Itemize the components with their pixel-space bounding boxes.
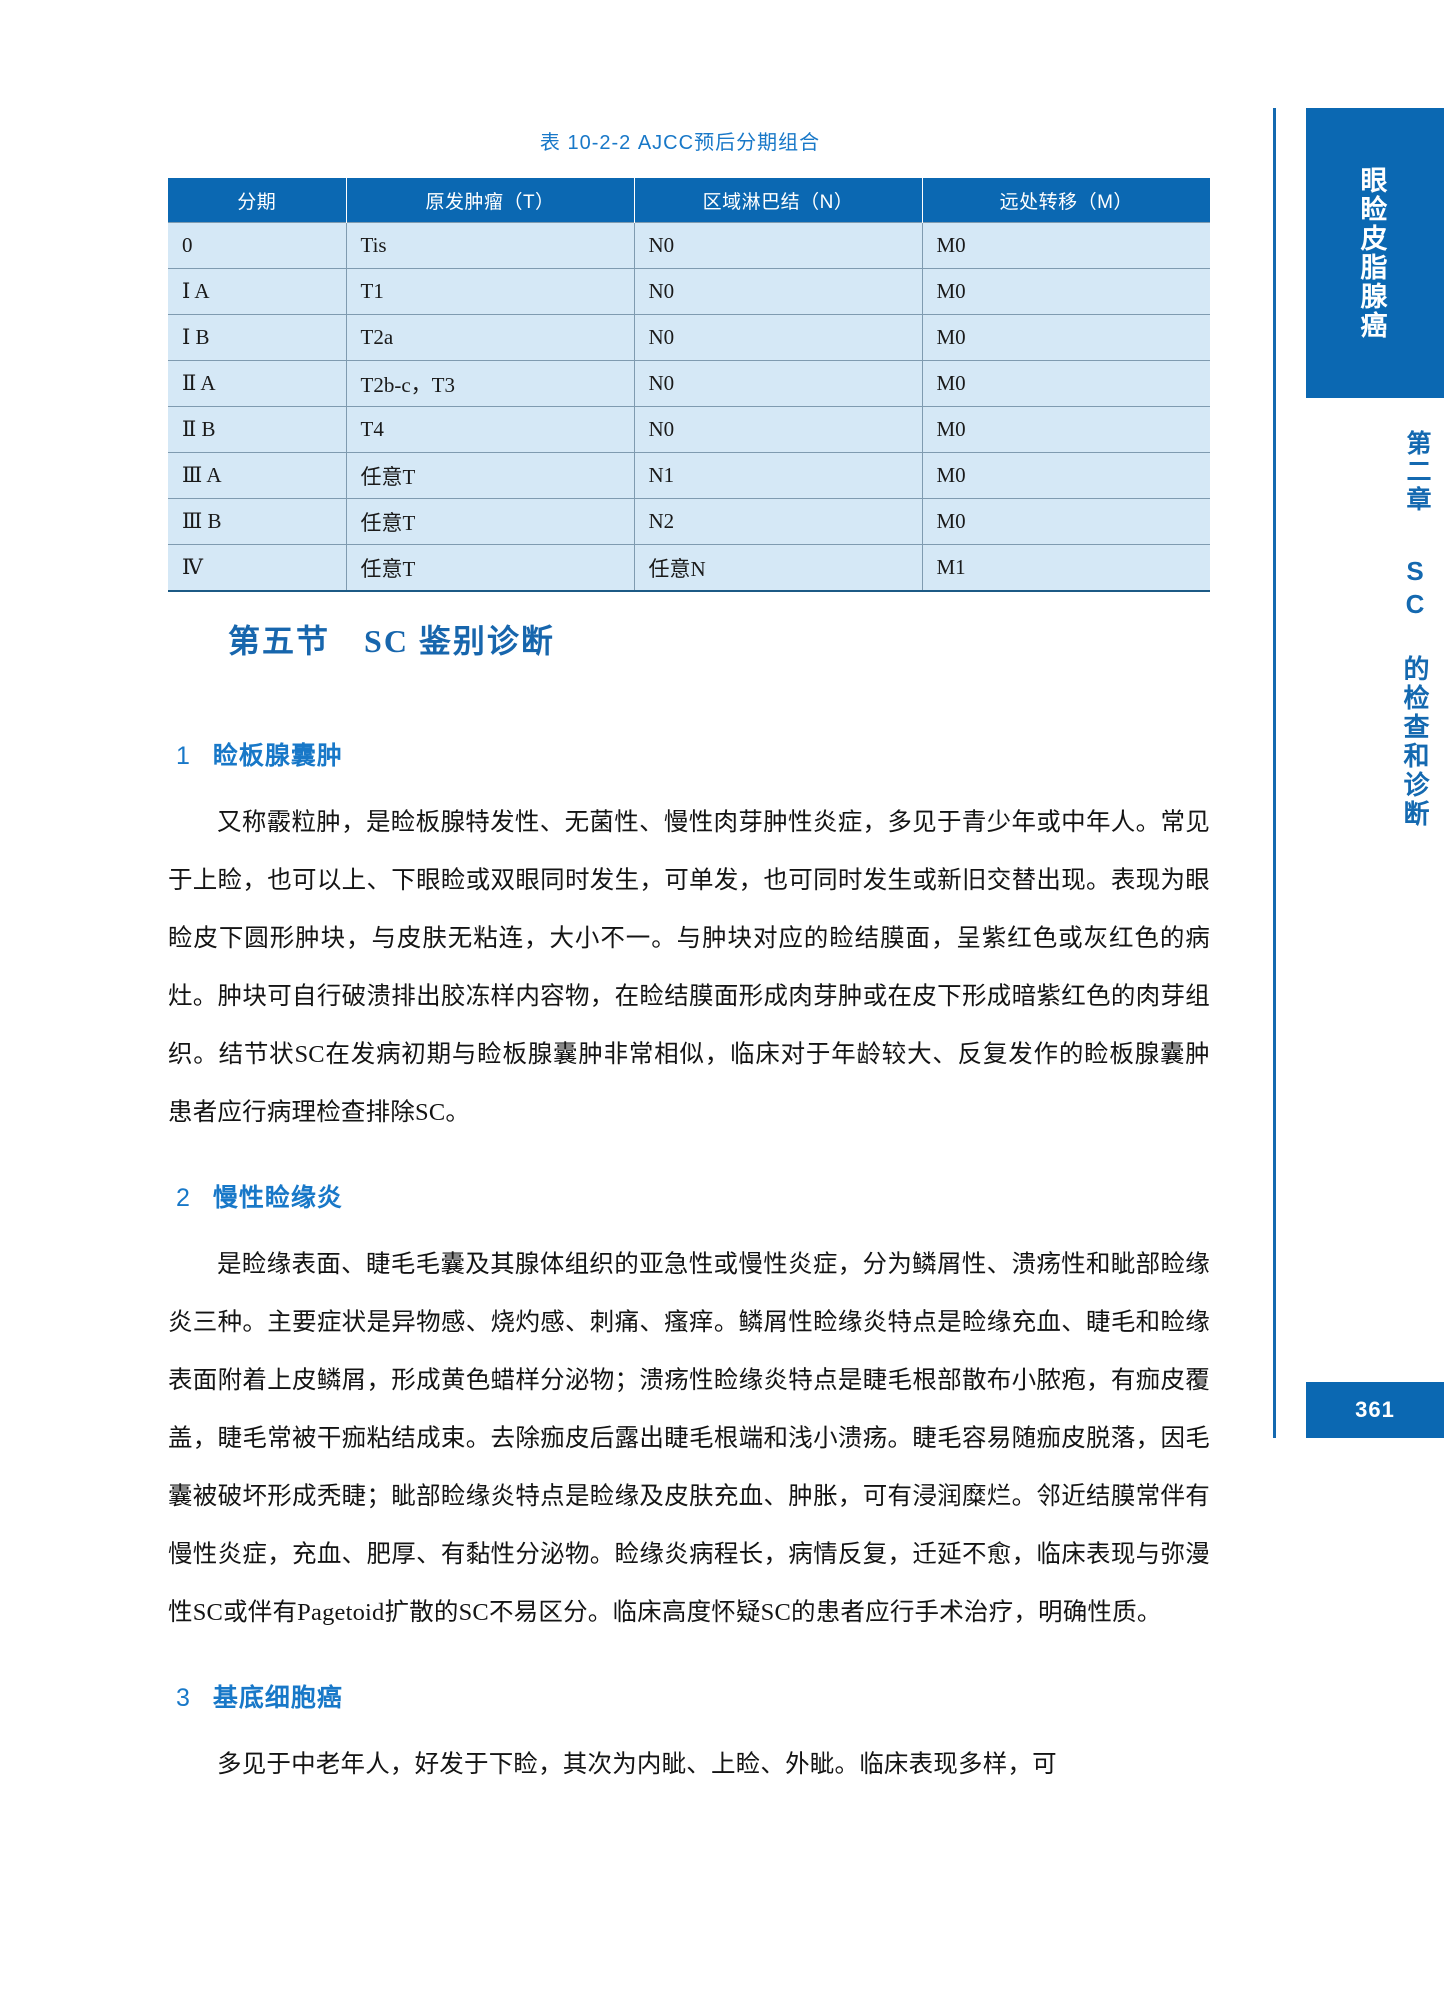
section-title: SC 鉴别诊断 — [364, 623, 555, 659]
subsection-number: 2 — [176, 1184, 191, 1212]
sidebar-chapter-number: 第二章 — [1403, 430, 1430, 514]
page-number: 361 — [1306, 1382, 1444, 1438]
subsection-paragraph-2: 是睑缘表面、睫毛毛囊及其腺体组织的亚急性或慢性炎症，分为鳞屑性、溃疡性和眦部睑缘… — [168, 1251, 1210, 1626]
cell-stage: 0 — [168, 222, 347, 269]
subsection-heading-2: 2 慢性睑缘炎 — [176, 1178, 1210, 1214]
cell-m: M0 — [921, 498, 1210, 545]
table-row: 0 Tis N0 M0 — [168, 222, 1210, 269]
cell-n: 任意N — [633, 544, 923, 592]
cell-stage: Ⅲ A — [168, 452, 347, 499]
cell-m: M0 — [921, 314, 1210, 361]
sidebar-vertical-rule — [1273, 108, 1276, 1438]
cell-t: T2a — [345, 314, 635, 361]
table-row: Ⅲ A 任意T N1 M0 — [168, 452, 1210, 499]
sidebar-tab-label: 眼睑皮脂腺癌 — [1356, 166, 1387, 340]
table-row: Ⅲ B 任意T N2 M0 — [168, 498, 1210, 545]
subsection-title: 慢性睑缘炎 — [212, 1184, 343, 1212]
sidebar-chapter-tab: 眼睑皮脂腺癌 — [1306, 108, 1444, 398]
cell-stage: Ⅳ — [168, 544, 347, 592]
subsection-number: 1 — [176, 742, 191, 770]
cell-stage: Ⅰ A — [168, 268, 347, 315]
cell-n: N0 — [633, 406, 923, 453]
subsection-number: 3 — [176, 1684, 191, 1712]
subsection-title: 睑板腺囊肿 — [212, 742, 343, 770]
cell-n: N0 — [633, 268, 923, 315]
cell-stage: Ⅱ B — [168, 406, 347, 453]
subsection-heading-1: 1 睑板腺囊肿 — [176, 736, 1210, 772]
sidebar-chapter-title: SC 的检查和诊断 — [1400, 556, 1430, 829]
section-body: 1 睑板腺囊肿 又称霰粒肿，是睑板腺特发性、无菌性、慢性肉芽肿性炎症，多见于青少年… — [168, 700, 1210, 1820]
ajcc-prognostic-stage-table: 分期 原发肿瘤（T） 区域淋巴结（N） 远处转移（M） 0 Tis N0 M0 … — [168, 178, 1210, 592]
table-row: Ⅰ B T2a N0 M0 — [168, 314, 1210, 361]
cell-stage: Ⅲ B — [168, 498, 347, 545]
cell-m: M0 — [921, 268, 1210, 315]
cell-n: N0 — [633, 360, 923, 407]
cell-stage: Ⅰ B — [168, 314, 347, 361]
column-header-primary-tumor: 原发肿瘤（T） — [345, 178, 635, 223]
cell-t: T2b-c，T3 — [345, 360, 635, 407]
section-heading: 第五节 SC 鉴别诊断 — [228, 616, 555, 662]
cell-n: N1 — [633, 452, 923, 499]
cell-t: T1 — [345, 268, 635, 315]
cell-n: N2 — [633, 498, 923, 545]
cell-n: N0 — [633, 222, 923, 269]
column-header-regional-nodes: 区域淋巴结（N） — [633, 178, 923, 223]
cell-m: M1 — [921, 544, 1210, 592]
cell-t: T4 — [345, 406, 635, 453]
table-row: Ⅰ A T1 N0 M0 — [168, 268, 1210, 315]
cell-t: Tis — [345, 222, 635, 269]
cell-t: 任意T — [345, 544, 635, 592]
table-header-row: 分期 原发肿瘤（T） 区域淋巴结（N） 远处转移（M） — [168, 178, 1210, 223]
cell-stage: Ⅱ A — [168, 360, 347, 407]
subsection-paragraph-1: 又称霰粒肿，是睑板腺特发性、无菌性、慢性肉芽肿性炎症，多见于青少年或中年人。常见… — [168, 809, 1210, 1126]
cell-t: 任意T — [345, 452, 635, 499]
table-row: Ⅳ 任意T 任意N M1 — [168, 544, 1210, 592]
subsection-paragraph-3: 多见于中老年人，好发于下睑，其次为内眦、上睑、外眦。临床表现多样，可 — [217, 1751, 1057, 1778]
column-header-stage: 分期 — [168, 178, 347, 223]
cell-n: N0 — [633, 314, 923, 361]
table-caption: 表 10-2-2 AJCC预后分期组合 — [539, 132, 821, 154]
section-label: 第五节 — [228, 623, 331, 659]
subsection-title: 基底细胞癌 — [212, 1684, 343, 1712]
sidebar-chapter-info: 第二章 SC 的检查和诊断 — [1306, 430, 1444, 1070]
table-row: Ⅱ B T4 N0 M0 — [168, 406, 1210, 453]
cell-m: M0 — [921, 360, 1210, 407]
table-row: Ⅱ A T2b-c，T3 N0 M0 — [168, 360, 1210, 407]
cell-m: M0 — [921, 406, 1210, 453]
cell-m: M0 — [921, 222, 1210, 269]
cell-t: 任意T — [345, 498, 635, 545]
column-header-distant-metastasis: 远处转移（M） — [921, 178, 1210, 223]
subsection-heading-3: 3 基底细胞癌 — [176, 1678, 1210, 1714]
cell-m: M0 — [921, 452, 1210, 499]
